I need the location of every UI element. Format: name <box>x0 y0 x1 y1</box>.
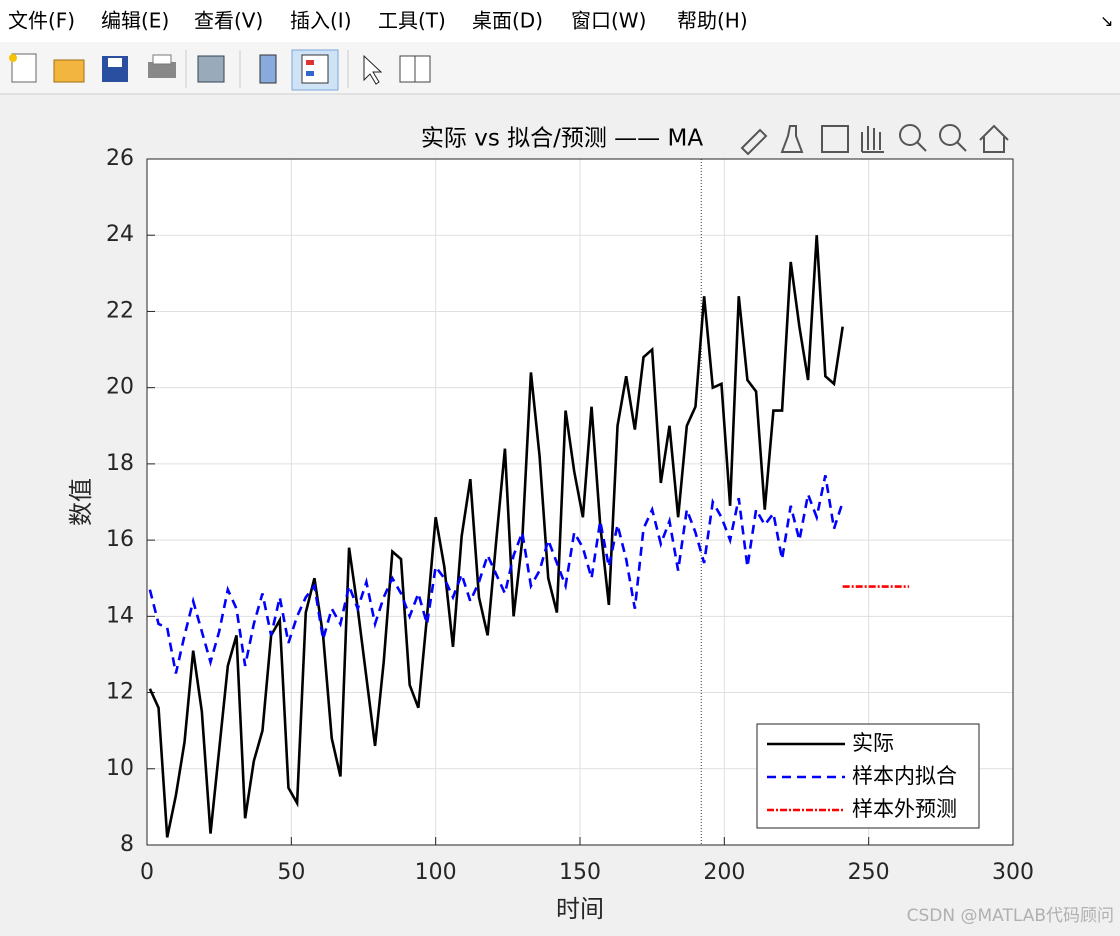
axes-toolbar <box>736 119 1014 157</box>
menu-item[interactable]: 帮助(H) <box>677 9 748 33</box>
y-tick-label: 8 <box>120 832 134 857</box>
zoom-out-icon[interactable] <box>939 124 961 146</box>
home-icon[interactable] <box>979 124 1009 153</box>
data-line <box>148 235 844 838</box>
menu-item[interactable]: 文件(F) <box>8 9 75 33</box>
print-icon[interactable] <box>148 54 176 78</box>
x-tick-label: 0 <box>140 860 154 885</box>
x-axis-label: 时间 <box>556 895 604 923</box>
menu-item[interactable]: 编辑(E) <box>101 9 169 33</box>
x-tick-label: 100 <box>415 860 457 885</box>
watermark: CSDN @MATLAB代码顾问 <box>907 906 1114 926</box>
save-icon[interactable] <box>102 56 128 82</box>
legend-icon[interactable] <box>291 49 339 91</box>
y-tick-label: 20 <box>106 375 134 400</box>
x-tick-label: 50 <box>277 860 305 885</box>
y-tick-label: 14 <box>106 603 134 628</box>
menu: 文件(F) 编辑(E) 查看(V) 插入(I) 工具(T) 桌面(D) 窗口(W) 帮助(H) <box>8 9 748 33</box>
property-icon[interactable] <box>399 55 431 83</box>
x-tick-label: 150 <box>559 860 601 885</box>
y-tick-label: 26 <box>106 146 134 171</box>
y-axis-label: 数值 <box>67 478 95 526</box>
pointer-icon[interactable] <box>363 54 383 85</box>
data-line <box>148 475 844 674</box>
axes-box <box>146 158 1014 846</box>
y-tick-label: 12 <box>106 680 134 705</box>
export-icon[interactable] <box>740 128 768 156</box>
open-icon[interactable] <box>53 59 85 83</box>
brush-icon[interactable] <box>780 125 804 153</box>
collapse-icon[interactable]: ↘ <box>1100 12 1113 31</box>
toolbar-icons <box>9 49 431 91</box>
menu-item[interactable]: 桌面(D) <box>472 9 543 33</box>
menu-item[interactable]: 插入(I) <box>290 9 352 33</box>
y-tick-label: 18 <box>106 451 134 476</box>
menu-item[interactable]: 工具(T) <box>378 9 446 33</box>
x-tick-label: 200 <box>703 860 745 885</box>
legend-label: 样本内拟合 <box>852 764 957 788</box>
menu-bar <box>0 0 1120 42</box>
y-tick-label: 22 <box>106 298 134 323</box>
y-tick-label: 24 <box>106 222 134 247</box>
new-icon[interactable] <box>9 53 37 83</box>
menu-item[interactable]: 窗口(W) <box>571 9 646 33</box>
y-tick-label: 10 <box>106 756 134 781</box>
legend-label: 实际 <box>852 731 894 755</box>
x-tick-label: 250 <box>848 860 890 885</box>
chart-title: 实际 vs 拟合/预测 —— MA <box>421 126 703 152</box>
x-tick-label: 300 <box>992 860 1034 885</box>
menu-item[interactable]: 查看(V) <box>194 9 263 33</box>
legend-label: 样本外预测 <box>852 797 957 821</box>
zoom-in-icon[interactable] <box>899 124 921 146</box>
link-icon[interactable] <box>197 55 225 83</box>
pan-icon[interactable] <box>861 126 884 153</box>
y-tick-label: 16 <box>106 527 134 552</box>
datatip-icon[interactable] <box>821 125 849 153</box>
colorbar-icon[interactable] <box>259 54 277 84</box>
toolbar <box>0 42 1120 94</box>
